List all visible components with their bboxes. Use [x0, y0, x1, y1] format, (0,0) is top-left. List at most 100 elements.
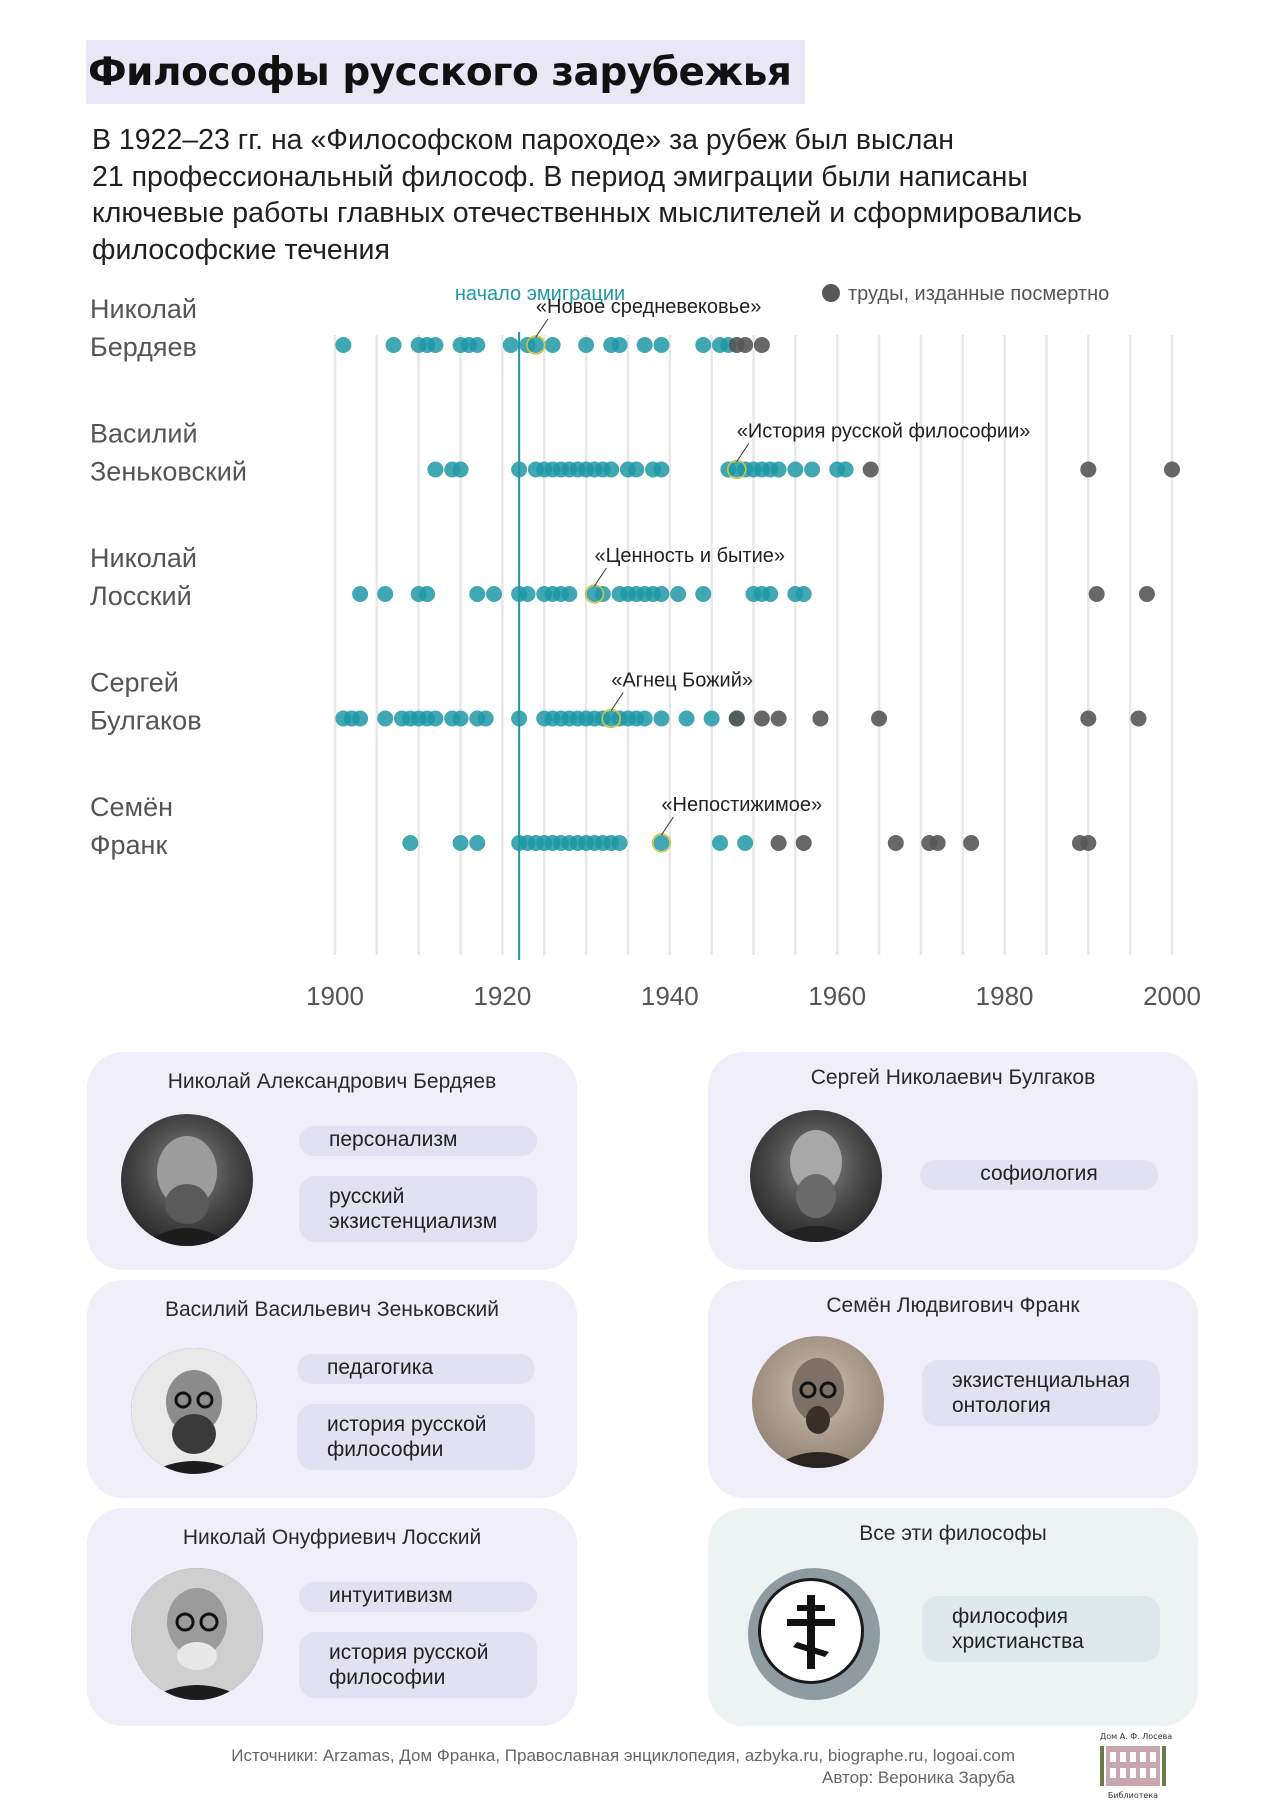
work-dot [837, 461, 854, 478]
work-dot [377, 586, 394, 602]
highlight-ring [526, 335, 546, 355]
work-dot [427, 337, 444, 353]
work-dot [636, 337, 653, 353]
work-dot [486, 586, 503, 602]
work-dot [511, 710, 528, 727]
work-dot [452, 710, 469, 727]
row-name-last: Зеньковский [90, 457, 247, 487]
work-dot [703, 710, 720, 727]
row-name-first: Василий [90, 419, 198, 449]
x-tick-label: 1960 [808, 981, 866, 1011]
portrait-frank [752, 1336, 884, 1468]
work-dot [469, 337, 486, 353]
legend-posthumous-marker [822, 284, 840, 302]
work-dot [452, 461, 469, 478]
posthumous-dot [1088, 586, 1105, 602]
posthumous-dot [1164, 461, 1180, 478]
intro-line: 21 профессиональный философ. В период эм… [92, 160, 1028, 193]
orthodox-cross-icon [758, 1578, 864, 1684]
posthumous-dot [737, 337, 754, 353]
posthumous-dot [753, 337, 770, 353]
work-dot [527, 337, 544, 353]
tag-history: история русской философии [297, 1404, 535, 1470]
legend-posthumous-label: труды, изданные посмертно [848, 283, 1109, 305]
x-tick-label: 1920 [473, 981, 531, 1011]
intro-text: В 1922–23 гг. на «Философском пароходе» … [92, 122, 1212, 268]
intro-line: ключевые работы главных отечественных мы… [92, 197, 1083, 229]
work-dot [352, 586, 369, 602]
posthumous-dot [770, 835, 787, 851]
work-dot [377, 710, 394, 727]
work-dot [544, 337, 561, 353]
card-lossky: Николай Онуфриевич Лосский интуитивизм и… [87, 1508, 577, 1726]
posthumous-dot [812, 710, 829, 727]
highlight-ring [651, 833, 672, 853]
posthumous-dot [862, 461, 879, 478]
highlight-ring [727, 459, 747, 480]
work-dot [670, 586, 687, 602]
work-dot [653, 586, 670, 602]
posthumous-dot [770, 710, 787, 727]
work-dot [628, 461, 645, 478]
annotation-leader [535, 318, 549, 338]
tag-sophiology: софиология [920, 1160, 1158, 1190]
work-dot [427, 710, 444, 727]
work-dot [561, 586, 578, 602]
work-dot [335, 337, 352, 353]
tag-ontology: экзистенциальная онтология [922, 1360, 1160, 1426]
annotation-leader [594, 567, 607, 587]
posthumous-dot [1080, 461, 1097, 478]
tag-history: история русской философии [299, 1632, 537, 1698]
work-dot [603, 461, 620, 478]
annotation-label: «История русской философии» [737, 421, 1031, 443]
annotation-leader [661, 816, 674, 836]
highlight-ring [584, 584, 605, 604]
tag-personalism: персонализм [299, 1126, 537, 1156]
work-dot [787, 461, 804, 478]
intro-line: философские течения [92, 233, 390, 266]
logo-top-text: Дом А. Ф. Лосева [1100, 1732, 1173, 1741]
card-name: Николай Александрович Бердяев [167, 1070, 497, 1093]
card-berdyaev: Николай Александрович Бердяев персонализ… [87, 1052, 577, 1270]
x-tick-label: 1940 [641, 981, 699, 1011]
posthumous-dot [871, 710, 888, 727]
card-bulgakov: Сергей Николаевич Булгаков софиология [708, 1052, 1198, 1270]
work-dot [695, 337, 712, 353]
intro-line: В 1922–23 гг. на «Философском пароходе» … [92, 124, 954, 156]
work-dot [653, 461, 670, 478]
card-frank: Семён Людвигович Франк экзистенциальная … [708, 1280, 1198, 1498]
annotation-label: «Агнец Божий» [611, 670, 753, 692]
card-name: Василий Васильевич Зеньковский [165, 1298, 499, 1321]
portrait-berdyaev [121, 1114, 253, 1246]
x-tick-label: 1900 [306, 981, 364, 1011]
posthumous-dot [963, 835, 980, 851]
work-dot [636, 710, 653, 727]
work-dot [611, 337, 628, 353]
posthumous-dot [887, 835, 904, 851]
x-tick-label: 2000 [1143, 981, 1201, 1011]
work-dot [737, 835, 754, 851]
logo-bottom-text: Библиотека [1107, 1791, 1159, 1800]
work-dot [653, 710, 670, 727]
title-banner: Философы русского зарубежья [86, 40, 806, 104]
work-dot [427, 461, 444, 478]
row-name-first: Николай [90, 543, 197, 573]
work-dot [695, 586, 712, 602]
sources-footer: Источники: Arzamas, Дом Франка, Правосла… [231, 1745, 1015, 1789]
card-name: Николай Онуфриевич Лосский [182, 1526, 482, 1549]
work-dot [402, 835, 419, 851]
tag-intuitivism: интуитивизм [299, 1582, 537, 1612]
posthumous-dot [1138, 586, 1155, 602]
annotation-label: «Непостижимое» [661, 794, 822, 816]
card-zenkovsky: Василий Васильевич Зеньковский педагогик… [87, 1280, 577, 1498]
work-dot [477, 710, 494, 727]
tag-christian-philosophy: философия христианства [922, 1596, 1160, 1662]
row-name-last: Бердяев [90, 332, 197, 362]
work-dot [419, 586, 436, 602]
tag-pedagogy: педагогика [297, 1354, 535, 1384]
posthumous-dot [1080, 835, 1097, 851]
row-name-first: Николай [90, 294, 197, 324]
posthumous-dot [753, 710, 770, 727]
card-all-philosophers: Все эти философы философия христианства [708, 1508, 1198, 1726]
work-dot [795, 586, 812, 602]
